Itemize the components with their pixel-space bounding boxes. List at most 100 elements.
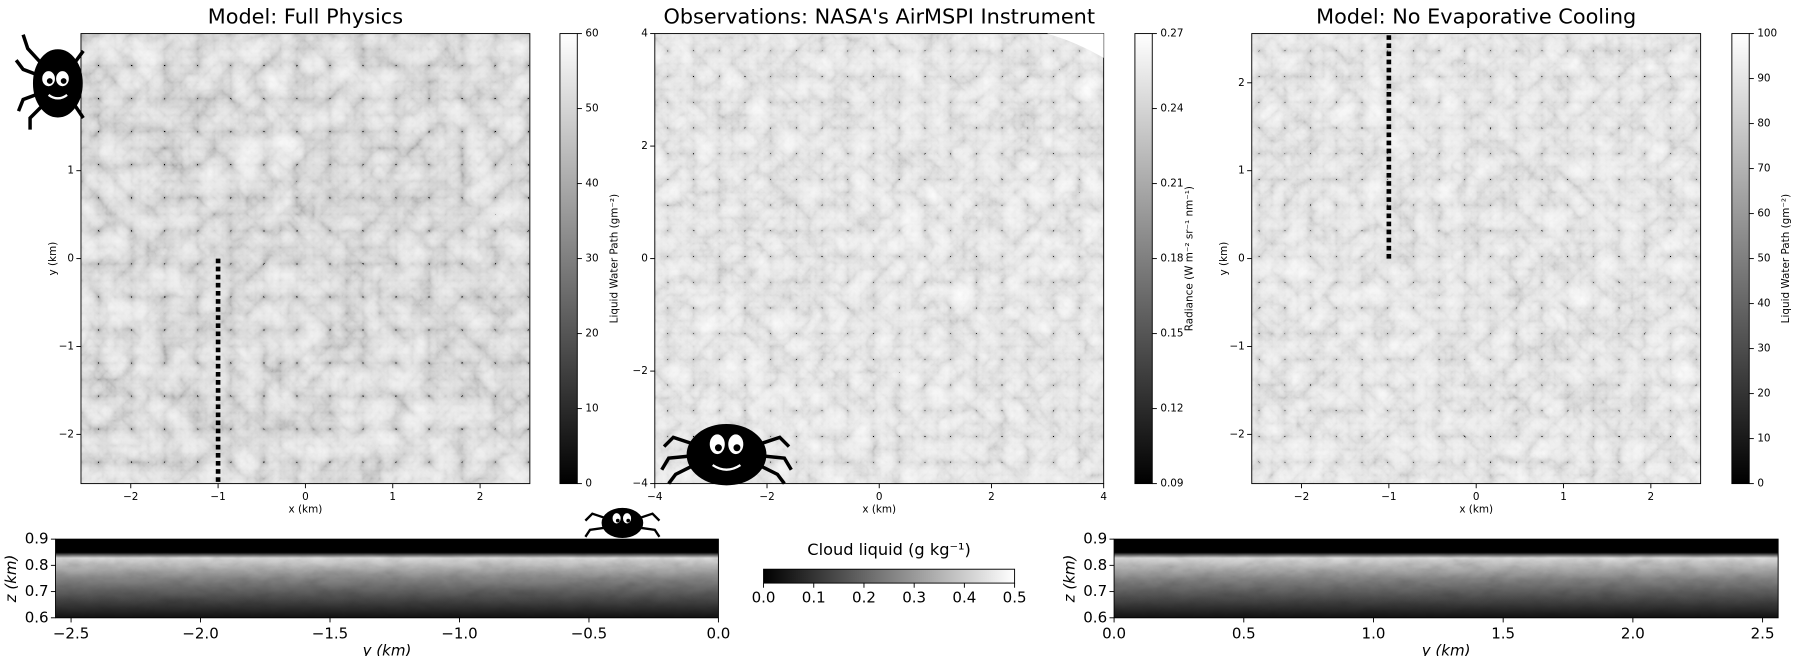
- y-tick-label: 0.9: [1083, 530, 1107, 548]
- image: [81, 34, 530, 484]
- colorbar-label: Liquid Water Path (gm⁻²): [608, 194, 620, 323]
- colorbar-tick-label: 100: [1757, 28, 1777, 40]
- x-tick-label: −1: [210, 491, 225, 503]
- colorbar-tick-label: 30: [585, 253, 598, 265]
- x-tick-label: 2.5: [1751, 624, 1775, 642]
- colorbar-title: Cloud liquid (g kg⁻¹): [807, 540, 971, 559]
- x-axis-label: x (km): [289, 504, 323, 516]
- colorbar-tick-label: 30: [1757, 343, 1770, 355]
- y-tick-label: 2: [641, 140, 648, 152]
- x-axis-label: x (km): [862, 504, 896, 516]
- colorbar-tick-label: 20: [585, 328, 598, 340]
- y-tick-label: 0.8: [1083, 556, 1107, 574]
- colorbar-tick-label: 0.3: [902, 589, 926, 607]
- x-tick-label: 1.5: [1491, 624, 1515, 642]
- y-tick-label: 0: [641, 253, 648, 265]
- x-tick-label: −2: [1294, 491, 1309, 503]
- colorbar: [1732, 34, 1749, 484]
- colorbar: [1135, 34, 1152, 484]
- x-tick-label: −1.0: [441, 624, 477, 642]
- colorbar-tick-label: 0.18: [1160, 253, 1183, 265]
- x-tick-label: 1: [389, 491, 396, 503]
- x-tick-label: 0.0: [706, 624, 730, 642]
- x-axis-label: x (km): [1459, 504, 1493, 516]
- colorbar-tick-label: 20: [1757, 388, 1770, 400]
- colorbar: [560, 34, 577, 484]
- colorbar-tick-label: 0.2: [852, 589, 876, 607]
- y-tick-label: −2: [59, 428, 74, 440]
- y-tick-label: 2: [1238, 77, 1245, 89]
- colorbar-tick-label: 50: [1757, 253, 1770, 265]
- x-tick-label: 4: [1100, 491, 1107, 503]
- colorbar-tick-label: 0.0: [752, 589, 776, 607]
- x-tick-label: 0: [876, 491, 883, 503]
- x-tick-label: −1: [1381, 491, 1396, 503]
- y-axis-label: y (km): [47, 242, 59, 276]
- colorbar-tick-label: 40: [1757, 298, 1770, 310]
- y-tick-label: 0.8: [25, 556, 49, 574]
- colorbar-tick-label: 0.24: [1160, 103, 1184, 115]
- colorbar-tick-label: 50: [585, 103, 598, 115]
- y-tick-label: −4: [633, 478, 649, 490]
- y-tick-label: −1: [59, 340, 74, 352]
- colorbar-tick-label: 60: [585, 28, 598, 40]
- colorbar-label: Liquid Water Path (gm⁻²): [1780, 194, 1792, 323]
- y-tick-label: 0.6: [25, 608, 49, 626]
- image-texture: [56, 553, 719, 618]
- colorbar-tick-label: 0: [585, 478, 592, 490]
- panel-title: Model: Full Physics: [208, 4, 403, 28]
- x-tick-label: −2.0: [182, 624, 218, 642]
- panel-title: Model: No Evaporative Cooling: [1316, 4, 1636, 28]
- y-tick-label: 0.7: [25, 582, 49, 600]
- x-tick-label: −4: [647, 491, 663, 503]
- colorbar-tick-label: 0.12: [1160, 403, 1183, 415]
- image-texture: [1114, 553, 1778, 618]
- y-tick-label: −2: [1229, 428, 1244, 440]
- y-tick-label: 1: [1238, 165, 1245, 177]
- colorbar-tick-label: 40: [585, 178, 598, 190]
- spider: [16, 35, 83, 130]
- y-tick-label: 4: [641, 28, 648, 40]
- colorbar-tick-label: 0.1: [802, 589, 826, 607]
- y-tick-label: 0.9: [25, 530, 49, 548]
- colorbar-tick-label: 0.27: [1160, 28, 1183, 40]
- image: [655, 34, 1104, 484]
- y-tick-label: −1: [1229, 340, 1244, 352]
- x-tick-label: 2.0: [1621, 624, 1645, 642]
- x-tick-label: −2: [759, 491, 774, 503]
- x-tick-label: 1.0: [1362, 624, 1386, 642]
- figure: Model: Full Physics −2 −1 0 1 2 −2 −1 0 1 x (km) y …: [0, 0, 1814, 656]
- y-tick-label: 0: [1238, 253, 1245, 265]
- x-axis-label: y (km): [1421, 642, 1471, 656]
- colorbar-tick-label: 10: [1757, 433, 1770, 445]
- x-axis-label: y (km): [362, 642, 412, 656]
- spider: [585, 509, 659, 537]
- colorbar: [764, 569, 1015, 583]
- colorbar-label: Radiance (W m⁻² sr⁻¹ nm⁻¹): [1183, 186, 1195, 331]
- x-tick-label: −2.5: [53, 624, 89, 642]
- x-tick-label: 0.0: [1102, 624, 1126, 642]
- x-tick-label: 0: [1473, 491, 1480, 503]
- colorbar-tick-label: 90: [1757, 73, 1770, 85]
- colorbar-tick-label: 0.4: [952, 589, 976, 607]
- y-tick-label: 0.7: [1083, 582, 1107, 600]
- x-tick-label: −2: [123, 491, 138, 503]
- x-tick-label: −1.5: [312, 624, 348, 642]
- x-tick-label: 2: [988, 491, 995, 503]
- y-axis-label: y (km): [1218, 242, 1230, 276]
- colorbar-tick-label: 0: [1757, 478, 1764, 490]
- colorbar-tick-label: 0.15: [1160, 328, 1183, 340]
- y-axis-label: z (km): [2, 555, 20, 604]
- x-tick-label: 1: [1560, 491, 1567, 503]
- colorbar-tick-label: 0.09: [1160, 478, 1183, 490]
- y-tick-label: 0.6: [1083, 608, 1107, 626]
- y-tick-label: −2: [633, 365, 648, 377]
- colorbar-tick-label: 0.5: [1003, 589, 1027, 607]
- colorbar-tick-label: 70: [1757, 163, 1770, 175]
- panel-title: Observations: NASA's AirMSPI Instrument: [663, 4, 1095, 28]
- y-axis-label: z (km): [1061, 555, 1079, 604]
- colorbar-tick-label: 60: [1757, 208, 1770, 220]
- colorbar-tick-label: 80: [1757, 118, 1770, 130]
- x-tick-label: 2: [477, 491, 484, 503]
- x-tick-label: −0.5: [571, 624, 607, 642]
